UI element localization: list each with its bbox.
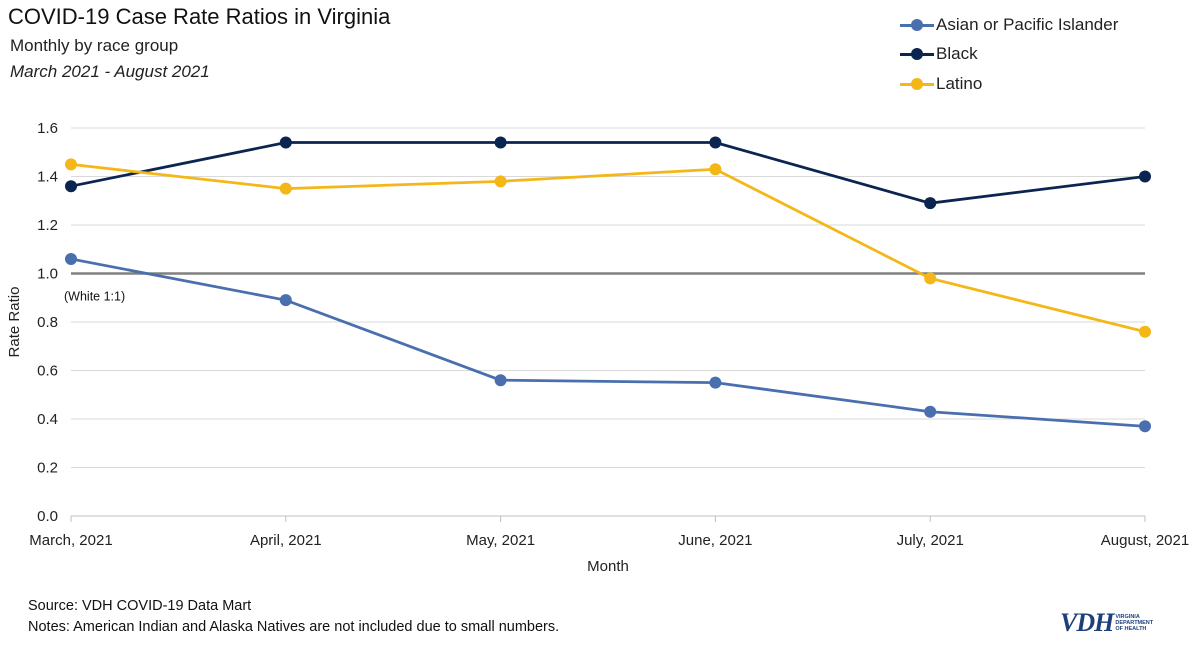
data-point-black-3 xyxy=(709,136,722,149)
legend-swatch-latino xyxy=(900,77,934,91)
x-tick-label-0: March, 2021 xyxy=(29,532,112,549)
data-point-latino-2 xyxy=(494,175,507,188)
data-point-asian-or-pacific-islander-3 xyxy=(709,376,722,389)
x-tick-label-1: April, 2021 xyxy=(250,532,322,549)
data-point-black-4 xyxy=(924,197,937,210)
series-line-latino xyxy=(70,163,1146,334)
y-tick-label-7: 1.4 xyxy=(37,169,58,186)
vdh-logo-mark: VDH xyxy=(1060,608,1114,637)
data-point-asian-or-pacific-islander-1 xyxy=(279,294,292,307)
y-tick-label-5: 1.0 xyxy=(37,266,58,283)
chart-subtitle: Monthly by race group xyxy=(10,36,179,55)
series-line-black xyxy=(70,141,1146,205)
data-point-asian-or-pacific-islander-2 xyxy=(494,374,507,387)
data-point-black-5 xyxy=(1139,170,1151,183)
data-point-latino-5 xyxy=(1139,325,1151,338)
data-point-asian-or-pacific-islander-0 xyxy=(65,252,77,265)
data-point-black-1 xyxy=(279,136,292,149)
chart-legend: Asian or Pacific Islander Black Latino xyxy=(900,10,1118,99)
x-tick-label-5: August, 2021 xyxy=(1101,532,1189,549)
y-tick-label-0: 0.0 xyxy=(37,508,58,525)
vdh-logo-line3: OF HEALTH xyxy=(1115,626,1147,632)
y-tick-label-1: 0.2 xyxy=(37,460,58,477)
y-tick-label-6: 1.2 xyxy=(37,217,58,234)
legend-item-black: Black xyxy=(900,40,1118,70)
y-tick-label-8: 1.6 xyxy=(37,120,58,137)
data-point-asian-or-pacific-islander-5 xyxy=(1139,420,1151,433)
legend-swatch-black xyxy=(900,47,934,61)
y-tick-label-3: 0.6 xyxy=(37,363,58,380)
legend-item-latino: Latino xyxy=(900,69,1118,99)
data-point-black-2 xyxy=(494,136,507,149)
y-axis-title: Rate Ratio xyxy=(6,287,23,358)
chart-title: COVID-19 Case Rate Ratios in Virginia xyxy=(8,4,391,29)
vdh-logo-line1: VIRGINIA xyxy=(1115,614,1140,620)
x-axis-title: Month xyxy=(587,558,629,575)
chart-date-range: March 2021 - August 2021 xyxy=(10,62,210,81)
y-tick-label-2: 0.4 xyxy=(37,411,58,428)
legend-label-latino: Latino xyxy=(936,73,983,93)
legend-swatch-asian xyxy=(900,18,934,32)
data-point-asian-or-pacific-islander-4 xyxy=(924,405,937,418)
x-tick-label-2: May, 2021 xyxy=(466,532,535,549)
legend-label-black: Black xyxy=(936,44,978,64)
x-tick-label-4: July, 2021 xyxy=(897,532,964,549)
data-point-latino-0 xyxy=(65,158,77,171)
legend-label-asian: Asian or Pacific Islander xyxy=(936,14,1119,34)
vdh-logo: VDH VIRGINIA DEPARTMENT OF HEALTH xyxy=(1060,608,1153,638)
vdh-logo-text: VIRGINIA DEPARTMENT OF HEALTH xyxy=(1115,614,1153,632)
vdh-logo-line2: DEPARTMENT xyxy=(1115,620,1154,626)
footer-notes: Notes: American Indian and Alaska Native… xyxy=(28,619,560,635)
footer-source: Source: VDH COVID-19 Data Mart xyxy=(28,598,252,614)
data-point-latino-3 xyxy=(709,163,722,176)
legend-item-asian: Asian or Pacific Islander xyxy=(900,10,1118,40)
x-tick-label-3: June, 2021 xyxy=(678,532,752,549)
y-tick-label-4: 0.8 xyxy=(37,314,58,331)
data-point-black-0 xyxy=(65,180,77,193)
line-chart: 0.0 0.2 0.4 0.6 0.8 1.0 1.2 1.4 1.6 March, 2021 Ap… xyxy=(6,120,1189,575)
series-line-asian-or-pacific-islander xyxy=(70,257,1146,428)
data-point-latino-1 xyxy=(279,182,292,195)
data-point-latino-4 xyxy=(924,272,937,285)
reference-line-label: (White 1:1) xyxy=(64,290,125,304)
